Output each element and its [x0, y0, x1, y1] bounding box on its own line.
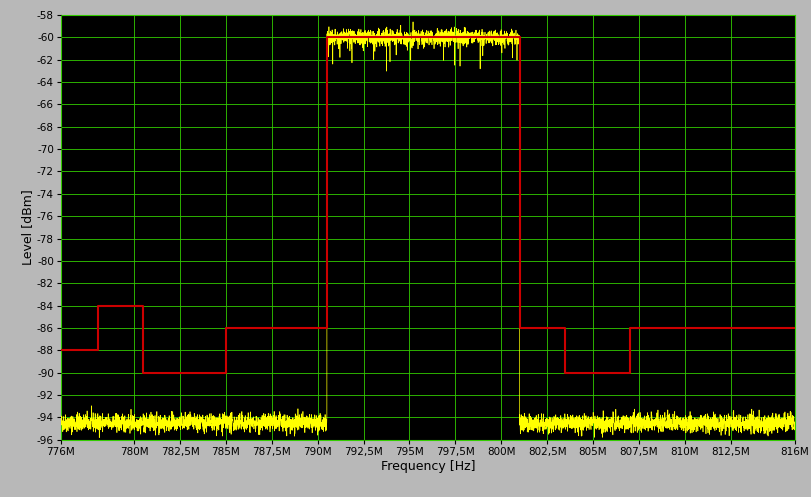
Y-axis label: Level [dBm]: Level [dBm]	[21, 189, 34, 265]
X-axis label: Frequency [Hz]: Frequency [Hz]	[380, 460, 475, 473]
